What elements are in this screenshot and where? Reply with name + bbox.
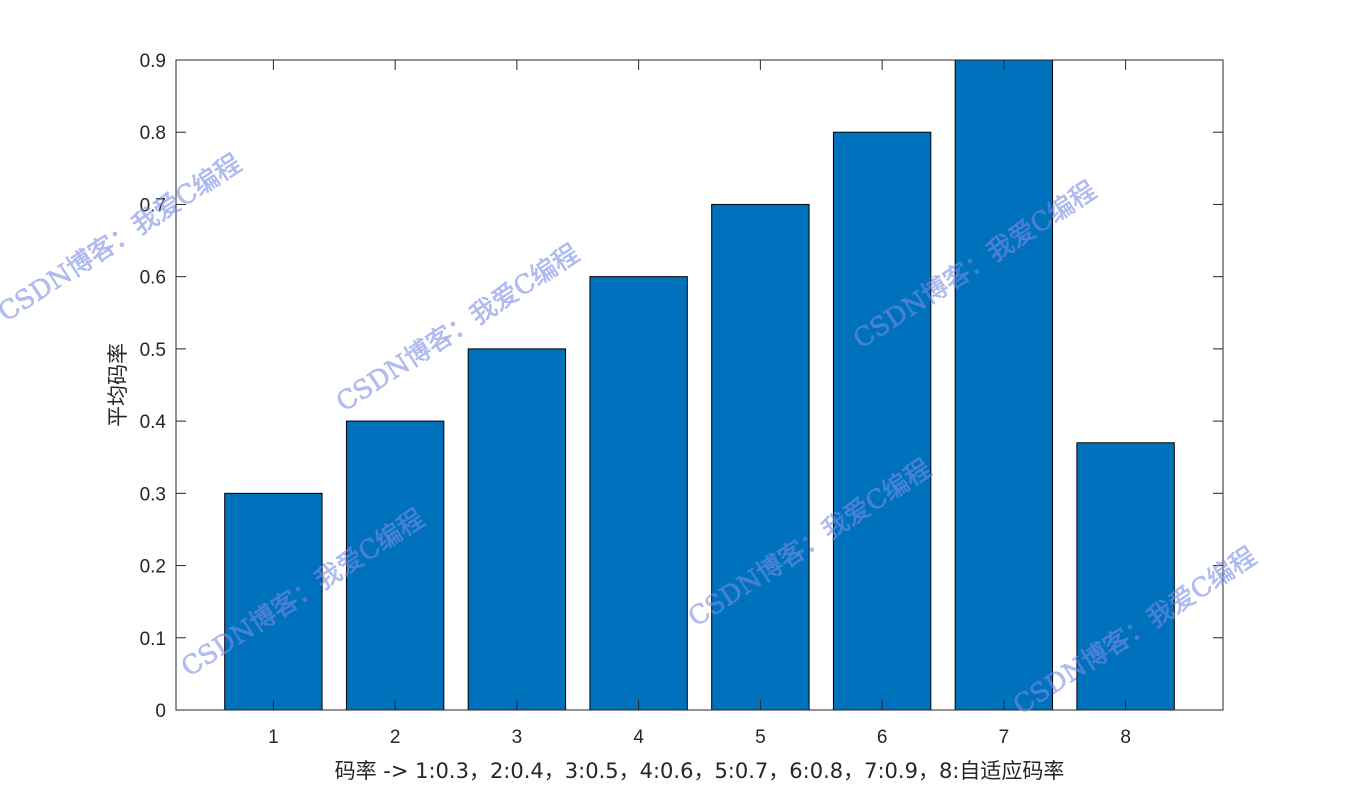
bar bbox=[954, 59, 1054, 711]
y-tick-label: 0.6 bbox=[140, 268, 166, 289]
plot-area-frame bbox=[175, 59, 1224, 711]
bar bbox=[711, 203, 810, 711]
y-tick-label: 0.7 bbox=[140, 195, 166, 216]
y-tick-label: 0.2 bbox=[140, 557, 166, 578]
bar bbox=[1076, 442, 1175, 711]
bar bbox=[589, 276, 688, 711]
y-tick-label: 0.5 bbox=[140, 340, 166, 361]
ticks-group: 1 2 3 4 5 6 7 8 0 0.1 0.2 0.3 0.4 0.5 0.6 0.7 0.8 0.9 bbox=[140, 51, 1223, 748]
bar bbox=[224, 492, 323, 711]
y-tick-label: 0 bbox=[155, 701, 166, 722]
x-tick-label: 4 bbox=[633, 727, 644, 748]
x-tick-label: 5 bbox=[755, 727, 766, 748]
x-tick-label: 3 bbox=[512, 727, 523, 748]
y-tick-label: 0.9 bbox=[140, 51, 166, 72]
y-tick-label: 0.1 bbox=[140, 629, 166, 650]
bar bbox=[467, 348, 567, 711]
x-tick-label: 1 bbox=[268, 727, 279, 748]
x-axis-label: 码率 -> 1:0.3，2:0.4，3:0.5，4:0.6，5:0.7，6:0.… bbox=[335, 759, 1065, 783]
y-tick-label: 0.4 bbox=[140, 412, 167, 433]
x-tick-label: 7 bbox=[999, 727, 1010, 748]
x-tick-label: 2 bbox=[390, 727, 401, 748]
bar bbox=[345, 420, 445, 711]
y-tick-label: 0.3 bbox=[140, 484, 166, 505]
bar bbox=[832, 131, 932, 711]
x-tick-label: 6 bbox=[877, 727, 888, 748]
bars-group bbox=[224, 59, 1175, 711]
y-tick-label: 0.8 bbox=[140, 123, 166, 144]
x-tick-label: 8 bbox=[1120, 727, 1131, 748]
y-axis-label: 平均码率 bbox=[106, 343, 130, 427]
